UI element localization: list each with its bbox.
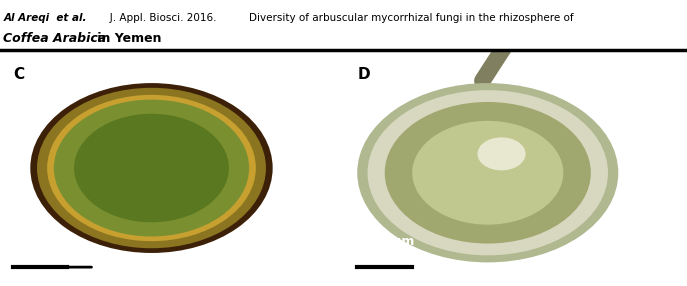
Text: C: C: [14, 67, 25, 82]
Circle shape: [368, 90, 608, 255]
Circle shape: [37, 88, 266, 248]
Text: D: D: [357, 67, 370, 82]
Circle shape: [385, 102, 591, 244]
Text: Al Areqi  et al.: Al Areqi et al.: [3, 13, 87, 23]
Circle shape: [54, 100, 249, 237]
Circle shape: [477, 137, 526, 170]
Circle shape: [74, 114, 229, 222]
Circle shape: [357, 83, 618, 263]
Text: Coffea Arabica: Coffea Arabica: [3, 32, 106, 45]
Text: J. Appl. Biosci. 2016.          Diversity of arbuscular mycorrhizal fungi in the: J. Appl. Biosci. 2016. Diversity of arbu…: [100, 13, 573, 23]
FancyArrowPatch shape: [482, 43, 507, 81]
Text: 17,82 μm: 17,82 μm: [14, 235, 80, 248]
Circle shape: [412, 121, 563, 225]
Text: 22.3 μm: 22.3 μm: [357, 235, 415, 248]
Circle shape: [30, 83, 273, 253]
Text: in Yemen: in Yemen: [93, 32, 161, 45]
Circle shape: [47, 95, 256, 241]
